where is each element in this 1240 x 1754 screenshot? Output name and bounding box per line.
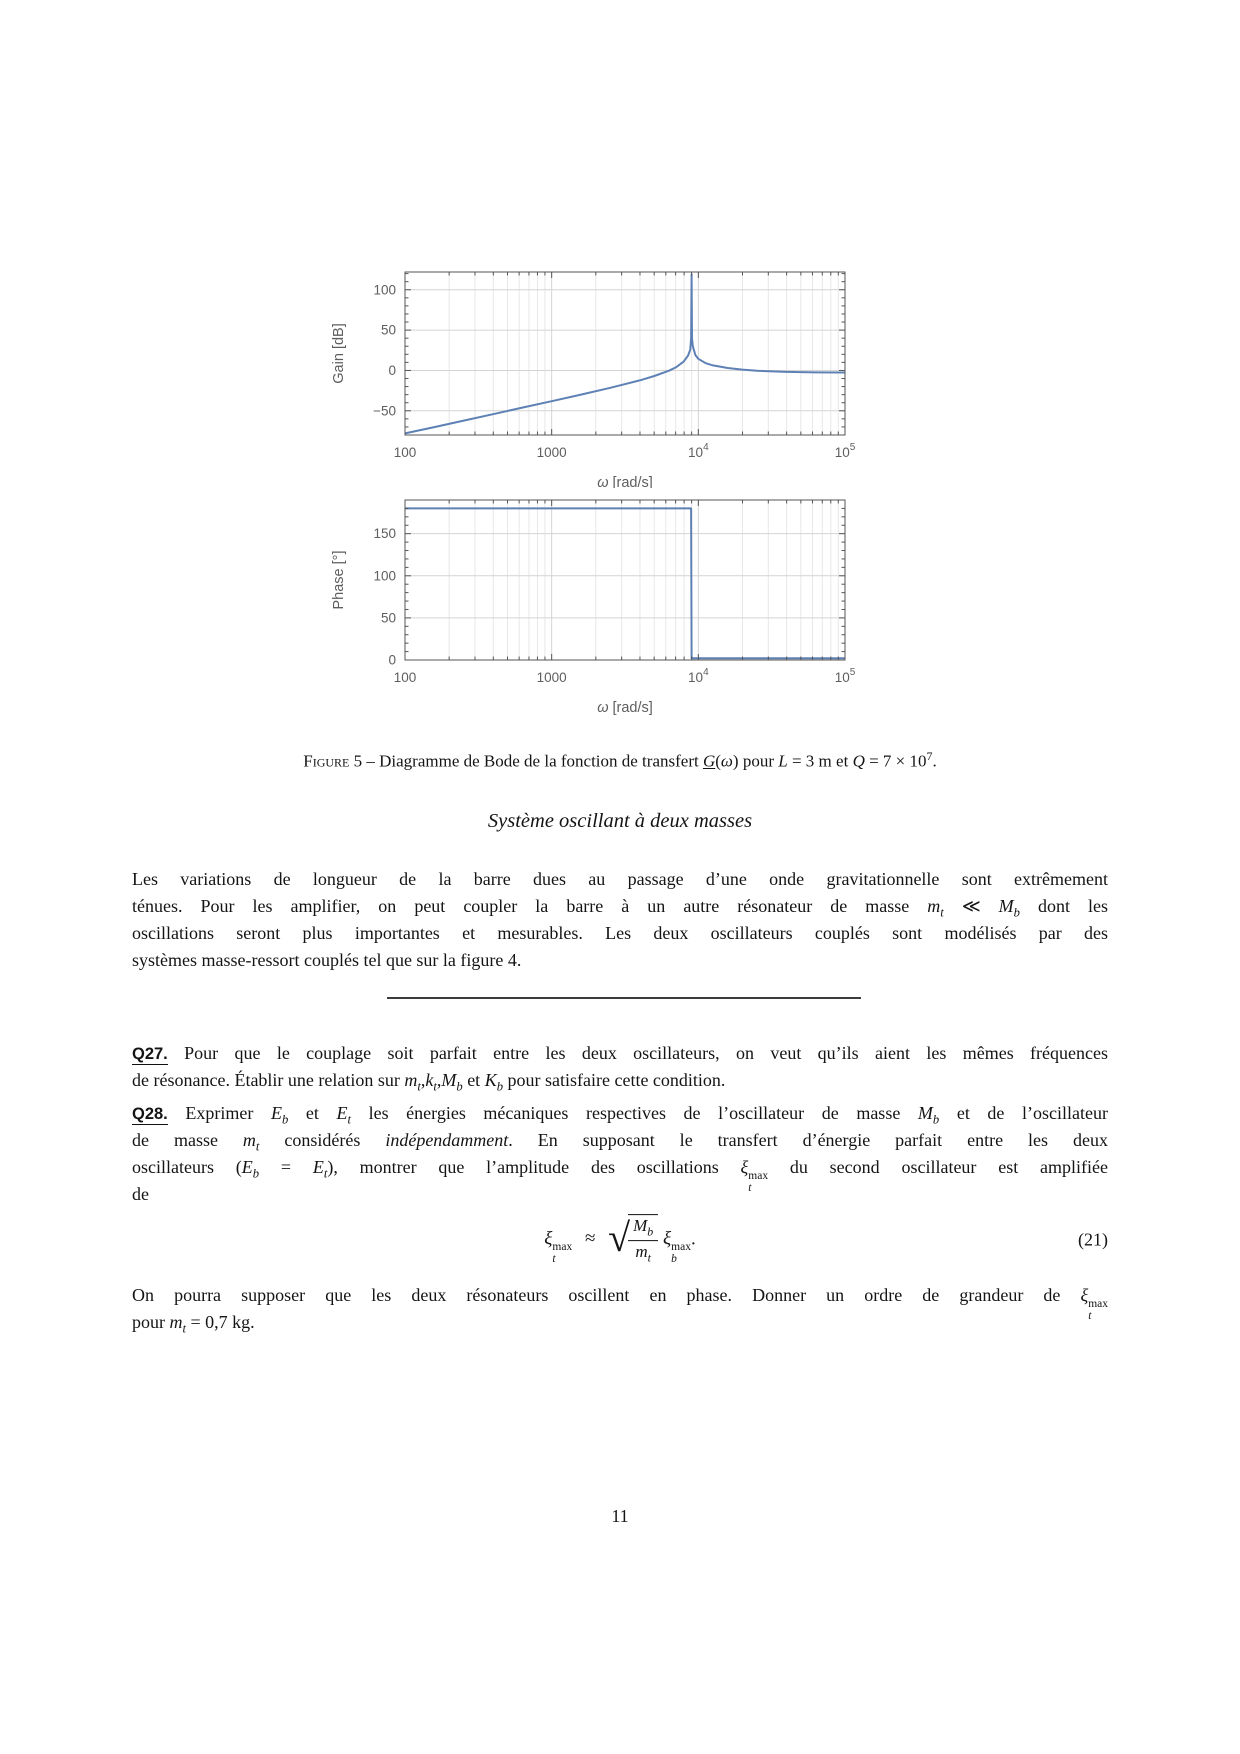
section-divider: [387, 997, 861, 999]
paragraph-line: de masse mt considérés indépendamment. E…: [132, 1130, 1108, 1154]
xi-t-symbol: ξ: [544, 1228, 553, 1250]
equation-21: ξ max t ≈ √ Mb mt ξ max b. (21): [132, 1212, 1108, 1268]
page-number: 11: [611, 1506, 629, 1526]
svg-text:0: 0: [388, 653, 396, 668]
svg-text:104: 104: [688, 442, 709, 460]
paragraph-line: oscillations seront plus importantes et …: [132, 923, 1108, 943]
paragraph-line: Q27. Pour que le couplage soit parfait e…: [132, 1043, 1108, 1065]
paragraph-line: ténues. Pour les amplifier, on peut coup…: [132, 896, 1108, 920]
paragraph-line: oscillateurs (Eb = Et), montrer que l’am…: [132, 1157, 1108, 1194]
figure-label: Figure: [303, 751, 350, 771]
radical-glyph: √: [608, 1215, 631, 1260]
svg-text:1000: 1000: [537, 670, 567, 685]
paragraph-line: Q28. Exprimer Eb et Et les énergies méca…: [132, 1103, 1108, 1127]
svg-text:ω [rad/s]: ω [rad/s]: [597, 475, 653, 491]
question-28: Q28. Exprimer Eb et Et les énergies méca…: [132, 1100, 1108, 1208]
equation-number: (21): [1078, 1229, 1108, 1250]
svg-text:1000: 1000: [537, 445, 567, 460]
equation-body: ξ max t ≈ √ Mb mt ξ max b.: [544, 1214, 696, 1266]
svg-text:ω [rad/s]: ω [rad/s]: [597, 700, 653, 716]
section-heading: Système oscillant à deux masses: [487, 810, 753, 832]
paragraph-line: On pourra supposer que les deux résonate…: [132, 1285, 1108, 1322]
approx-symbol: ≈: [584, 1228, 596, 1250]
mass-ratio-fraction: Mb mt: [628, 1214, 659, 1266]
paragraph-line: pour mt = 0,7 kg.: [132, 1312, 255, 1336]
intro-paragraph: Les variations de longueur de la barre d…: [132, 866, 1108, 974]
question-27: Q27. Pour que le couplage soit parfait e…: [132, 1040, 1108, 1094]
svg-text:104: 104: [688, 667, 709, 685]
svg-text:100: 100: [394, 445, 417, 460]
phase-bode-chart: 100 1000 104 105 0 50 100 150 ω [rad/s] Phase [°]: [295, 488, 855, 723]
svg-text:150: 150: [373, 526, 396, 541]
svg-text:100: 100: [373, 282, 396, 297]
paragraph-line: de: [132, 1184, 149, 1204]
svg-text:0: 0: [388, 363, 396, 378]
paragraph-line: de résonance. Établir une relation sur m…: [132, 1070, 726, 1094]
paragraph-line: systèmes masse-ressort couplés tel que s…: [132, 950, 522, 970]
figure-caption: Figure 5 – Diagramme de Bode de la fonct…: [303, 749, 937, 771]
closing-paragraph: On pourra supposer que les deux résonate…: [132, 1282, 1108, 1336]
svg-text:105: 105: [835, 667, 855, 685]
svg-text:50: 50: [381, 610, 396, 625]
svg-text:Gain [dB]: Gain [dB]: [331, 323, 347, 383]
svg-text:−50: −50: [373, 403, 396, 418]
xi-b-symbol: ξ: [663, 1228, 672, 1250]
q28-label: Q28.: [132, 1105, 168, 1125]
gain-bode-chart: 100 1000 104 105 −50 0 50 100 ω [rad/s] Gain [dB]: [295, 233, 855, 493]
svg-text:105: 105: [835, 442, 855, 460]
svg-text:100: 100: [373, 568, 396, 583]
q27-label: Q27.: [132, 1045, 168, 1065]
svg-text:Phase [°]: Phase [°]: [331, 551, 347, 610]
svg-text:100: 100: [394, 670, 417, 685]
square-root: √ Mb mt: [608, 1214, 659, 1266]
svg-text:50: 50: [381, 323, 396, 338]
paragraph-line: Les variations de longueur de la barre d…: [132, 869, 1108, 889]
